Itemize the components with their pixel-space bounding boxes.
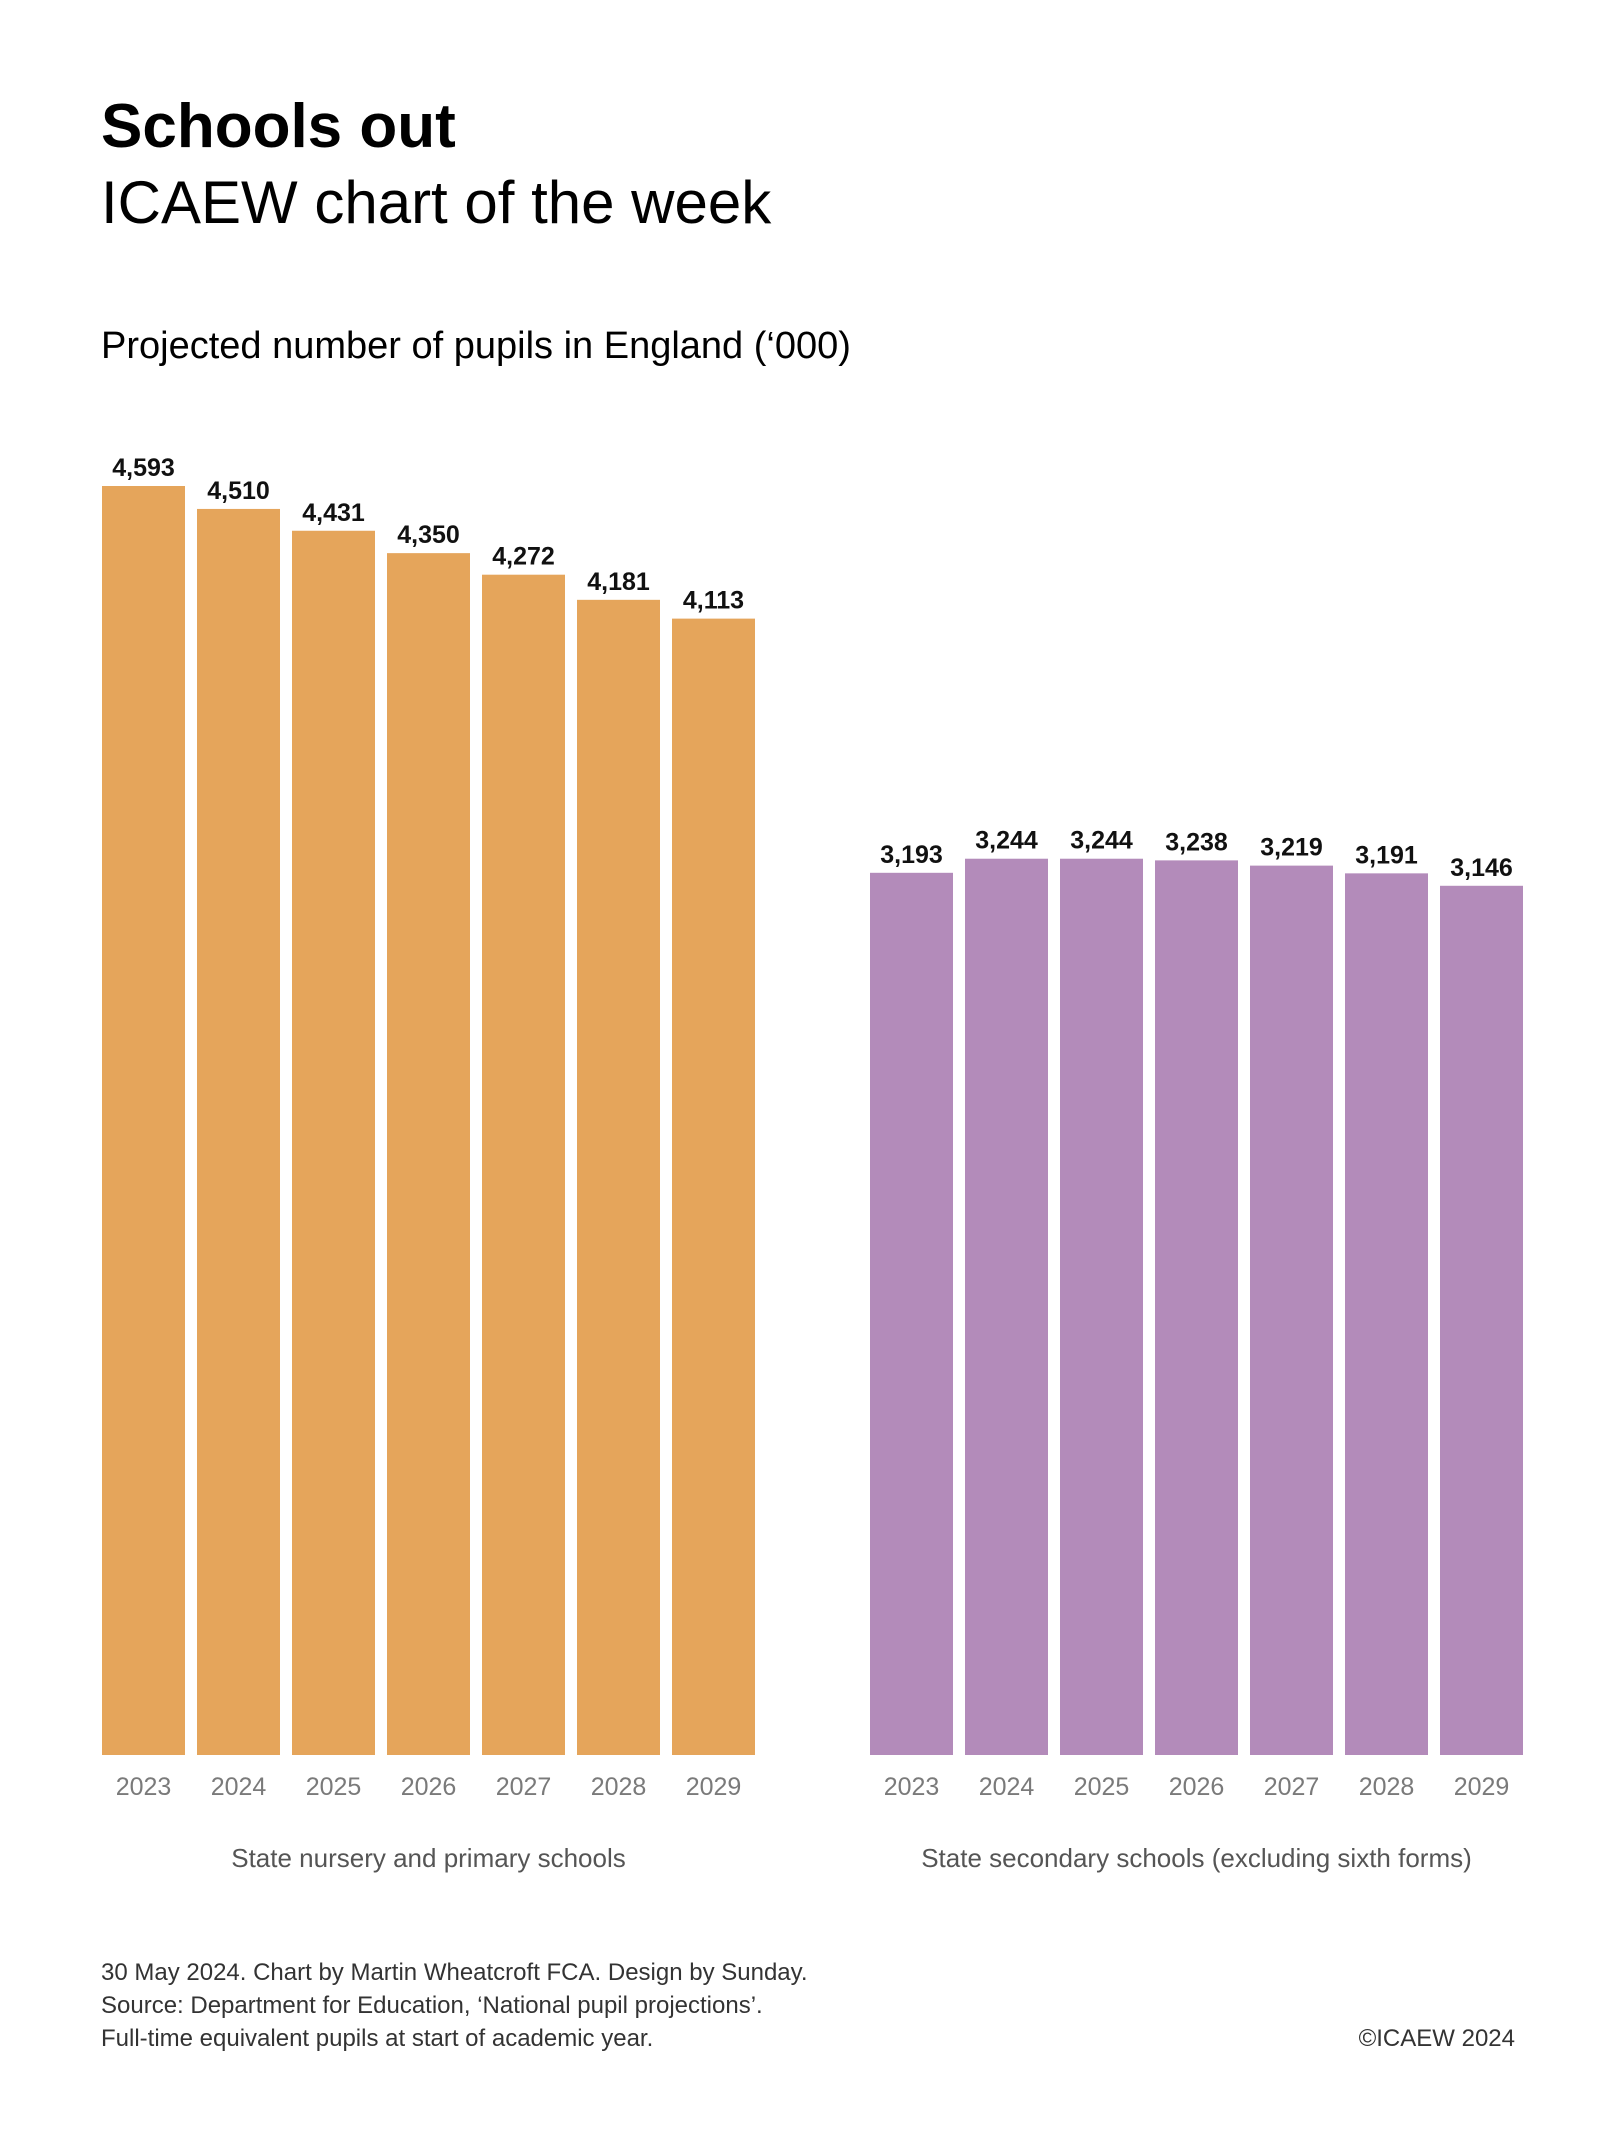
data-label: 4,113 (683, 587, 744, 615)
footer-note: Full-time equivalent pupils at start of … (101, 2025, 654, 2052)
data-label: 3,244 (975, 827, 1038, 855)
bar (482, 574, 565, 1755)
chart-heading: Projected number of pupils in England (‘… (101, 325, 851, 367)
data-label: 4,510 (207, 477, 270, 505)
footer-credit: 30 May 2024. Chart by Martin Wheatcroft … (101, 1959, 808, 1986)
data-label: 3,238 (1165, 828, 1228, 856)
bar (1440, 885, 1523, 1755)
footer-source: Source: Department for Education, ‘Natio… (101, 1992, 763, 2019)
x-tick-label: 2025 (1074, 1773, 1130, 1801)
panel-label: State secondary schools (excluding sixth… (921, 1843, 1472, 1873)
bar (1345, 873, 1428, 1755)
chart-title: Schools out (101, 92, 456, 161)
bar (577, 599, 660, 1755)
x-tick-label: 2027 (496, 1773, 552, 1801)
x-tick-label: 2026 (1169, 1773, 1225, 1801)
data-label: 3,191 (1355, 841, 1418, 869)
x-tick-label: 2028 (591, 1773, 647, 1801)
data-label: 3,146 (1450, 854, 1513, 882)
x-tick-label: 2024 (979, 1773, 1035, 1801)
panel-label: State nursery and primary schools (231, 1843, 626, 1873)
bar (870, 872, 953, 1755)
x-tick-label: 2027 (1264, 1773, 1320, 1801)
x-tick-label: 2024 (211, 1773, 267, 1801)
bar-chart: 4,593 2023 4,510 2024 4,431 2025 4,350 2026 4,27… (102, 454, 1523, 1873)
bar (292, 530, 375, 1755)
x-tick-label: 2029 (686, 1773, 742, 1801)
data-label: 4,272 (492, 543, 555, 571)
x-tick-label: 2028 (1359, 1773, 1415, 1801)
chart-subtitle: ICAEW chart of the week (101, 169, 772, 236)
data-label: 4,431 (302, 499, 365, 527)
data-label: 4,593 (112, 454, 175, 482)
x-tick-label: 2023 (116, 1773, 172, 1801)
data-label: 3,193 (880, 841, 943, 869)
x-tick-label: 2026 (401, 1773, 457, 1801)
data-label: 4,350 (397, 521, 460, 549)
footer-notes: 30 May 2024. Chart by Martin Wheatcroft … (101, 1956, 808, 2055)
bar (672, 618, 755, 1756)
data-label: 3,244 (1070, 827, 1133, 855)
bar (1250, 865, 1333, 1755)
data-label: 3,219 (1260, 834, 1323, 862)
x-tick-label: 2023 (884, 1773, 940, 1801)
x-tick-label: 2029 (1454, 1773, 1510, 1801)
bar (1155, 860, 1238, 1755)
bar (197, 508, 280, 1755)
bar (1060, 858, 1143, 1755)
data-label: 4,181 (587, 568, 650, 596)
bar (387, 553, 470, 1756)
x-tick-label: 2025 (306, 1773, 362, 1801)
bar (102, 486, 185, 1755)
copyright: ©ICAEW 2024 (1358, 2025, 1515, 2052)
bar (965, 858, 1048, 1755)
